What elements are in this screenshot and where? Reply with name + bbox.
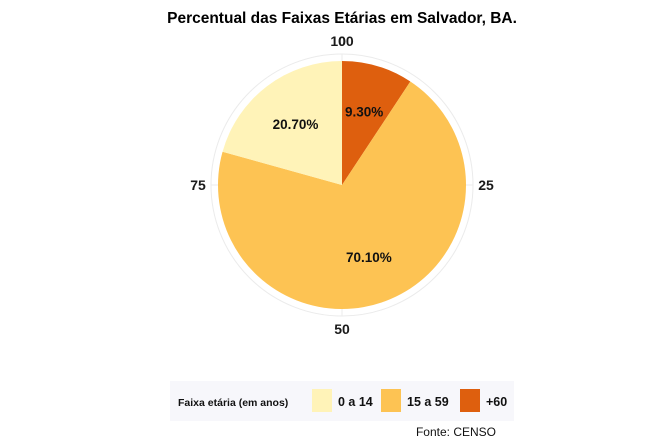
slice-label-1: 20.70%: [273, 117, 319, 132]
chart-title: Percentual das Faixas Etárias em Salvado…: [167, 10, 517, 27]
angle-tick-label: 50: [334, 321, 350, 337]
pie-slice-3: [342, 61, 411, 185]
legend-background: [170, 381, 514, 421]
legend-title: Faixa etária (em anos): [178, 397, 288, 409]
legend-label-1: 0 a 14: [338, 395, 373, 409]
pie-slices: [217, 61, 466, 310]
slice-label-3: 9.30%: [345, 104, 383, 119]
legend-label-3: +60: [486, 395, 507, 409]
legend: Faixa etária (em anos) 0 a 14 15 a 59 +60: [170, 381, 514, 421]
angle-axis-ticks: 0 25 50 75 100: [190, 33, 494, 337]
angle-tick-label: 0: [338, 33, 346, 49]
pie-slice-1: [222, 61, 342, 185]
slice-label-2: 70.10%: [346, 250, 392, 265]
pie-slice-2: [217, 81, 466, 310]
angle-tick-label: 75: [190, 177, 206, 193]
chart-caption: Fonte: CENSO: [416, 425, 496, 439]
slice-labels: 9.30% 70.10% 20.70%: [273, 104, 392, 265]
legend-key-3: [460, 389, 480, 412]
angle-tick-label: 100: [330, 33, 354, 49]
legend-label-2: 15 a 59: [407, 395, 449, 409]
legend-key-1: [312, 389, 332, 412]
angle-tick-label: 25: [478, 177, 494, 193]
legend-key-2: [381, 389, 401, 412]
